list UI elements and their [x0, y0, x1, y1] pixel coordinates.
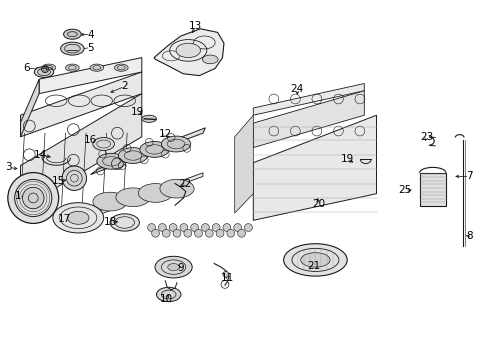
Polygon shape	[419, 173, 445, 206]
Ellipse shape	[114, 64, 128, 71]
Ellipse shape	[202, 55, 218, 64]
Ellipse shape	[93, 138, 114, 150]
Text: 14: 14	[33, 150, 47, 160]
Text: 21: 21	[306, 261, 320, 271]
Ellipse shape	[142, 115, 156, 122]
Text: 7: 7	[465, 171, 472, 181]
Circle shape	[237, 229, 245, 237]
Ellipse shape	[61, 42, 84, 55]
Circle shape	[180, 224, 187, 231]
Ellipse shape	[155, 256, 192, 278]
Text: 8: 8	[465, 231, 472, 241]
Ellipse shape	[160, 179, 194, 198]
Ellipse shape	[63, 29, 81, 39]
Ellipse shape	[138, 184, 172, 202]
Circle shape	[162, 229, 170, 237]
Ellipse shape	[161, 136, 190, 152]
Circle shape	[212, 224, 220, 231]
Polygon shape	[90, 128, 205, 175]
Text: 18: 18	[103, 217, 117, 228]
Ellipse shape	[156, 287, 181, 302]
Ellipse shape	[34, 67, 54, 77]
Ellipse shape	[93, 192, 127, 211]
Text: 10: 10	[160, 294, 172, 304]
Text: 23: 23	[419, 132, 432, 142]
Text: 1: 1	[15, 191, 22, 201]
Ellipse shape	[283, 244, 346, 276]
Polygon shape	[20, 79, 39, 137]
Polygon shape	[39, 58, 142, 94]
Circle shape	[201, 224, 209, 231]
Ellipse shape	[97, 153, 126, 169]
Ellipse shape	[42, 64, 56, 71]
Polygon shape	[20, 72, 142, 137]
Circle shape	[158, 224, 166, 231]
Circle shape	[151, 229, 159, 237]
Ellipse shape	[65, 64, 79, 71]
Text: 9: 9	[177, 263, 184, 273]
Polygon shape	[20, 94, 142, 209]
Circle shape	[205, 229, 213, 237]
Text: 4: 4	[87, 30, 94, 40]
Ellipse shape	[67, 211, 89, 224]
Polygon shape	[253, 115, 376, 220]
Text: 11: 11	[221, 273, 234, 283]
Text: 13: 13	[188, 21, 202, 31]
Text: 22: 22	[178, 179, 191, 189]
Ellipse shape	[167, 264, 179, 271]
Text: 15: 15	[52, 176, 65, 186]
Text: 16: 16	[83, 135, 97, 145]
Circle shape	[22, 187, 44, 209]
Circle shape	[147, 224, 155, 231]
Ellipse shape	[176, 43, 200, 58]
Text: 25: 25	[397, 185, 411, 195]
Ellipse shape	[116, 188, 150, 207]
Ellipse shape	[53, 203, 103, 233]
Ellipse shape	[90, 64, 103, 71]
Text: 17: 17	[58, 214, 71, 224]
Circle shape	[233, 224, 241, 231]
Ellipse shape	[140, 141, 169, 157]
Circle shape	[169, 224, 177, 231]
Circle shape	[223, 271, 228, 277]
Text: 19: 19	[131, 107, 144, 117]
Circle shape	[194, 229, 202, 237]
Ellipse shape	[118, 148, 147, 163]
Polygon shape	[253, 91, 364, 148]
Circle shape	[8, 172, 59, 224]
Ellipse shape	[300, 253, 329, 267]
Circle shape	[190, 224, 198, 231]
Circle shape	[244, 224, 252, 231]
Ellipse shape	[110, 214, 139, 231]
Text: 3: 3	[5, 162, 12, 172]
Circle shape	[173, 229, 181, 237]
Circle shape	[226, 229, 234, 237]
Text: 24: 24	[290, 84, 304, 94]
Polygon shape	[154, 29, 224, 76]
Text: 20: 20	[312, 199, 325, 210]
Text: 12: 12	[158, 129, 172, 139]
Text: 19: 19	[340, 154, 353, 164]
Circle shape	[183, 229, 191, 237]
Circle shape	[223, 224, 230, 231]
Text: 5: 5	[87, 42, 94, 53]
Circle shape	[62, 166, 86, 190]
Circle shape	[216, 229, 224, 237]
Polygon shape	[90, 173, 203, 218]
Polygon shape	[234, 115, 253, 213]
Text: 6: 6	[23, 63, 30, 73]
Text: 2: 2	[121, 81, 128, 91]
Polygon shape	[253, 84, 364, 115]
